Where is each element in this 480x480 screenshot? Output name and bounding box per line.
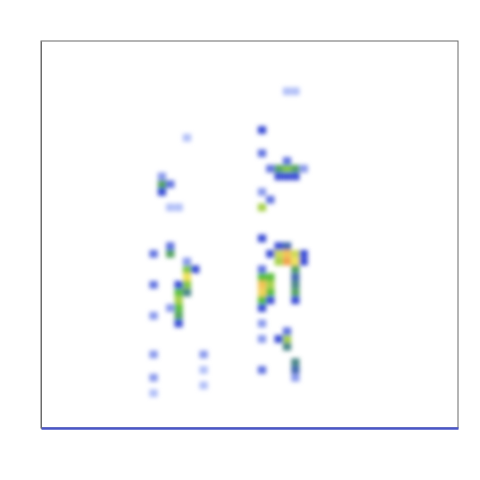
heat-cell — [266, 273, 274, 281]
heat-cell — [258, 281, 266, 289]
heat-cell — [275, 173, 283, 181]
y-axis-line — [41, 42, 42, 429]
heat-cell — [166, 180, 174, 188]
heat-cell — [174, 296, 182, 304]
heat-cell — [183, 289, 191, 297]
heat-cell — [199, 351, 207, 359]
heat-cell — [283, 165, 291, 173]
heat-cell — [283, 343, 291, 351]
heat-cell — [199, 382, 207, 390]
heat-cell — [283, 157, 291, 165]
heat-cell — [283, 242, 291, 250]
heat-cell — [275, 258, 283, 266]
heat-cell — [275, 250, 283, 258]
heat-cell — [275, 165, 283, 173]
heat-cell — [149, 312, 157, 320]
heat-cell — [300, 165, 308, 173]
heat-cell — [149, 374, 157, 382]
y-axis — [41, 42, 42, 429]
heat-cell — [291, 258, 299, 266]
heat-cell — [258, 366, 266, 374]
heat-cell — [183, 281, 191, 289]
heat-cell — [199, 366, 207, 374]
heat-cell — [183, 273, 191, 281]
heat-cell — [300, 258, 308, 266]
heat-cell — [174, 304, 182, 312]
heat-cell — [291, 87, 299, 95]
cells — [149, 87, 307, 397]
heat-cell — [283, 258, 291, 266]
heat-cell — [149, 351, 157, 359]
heat-cell — [283, 87, 291, 95]
heat-cell — [183, 258, 191, 266]
heat-cell — [149, 250, 157, 258]
heat-cell — [191, 265, 199, 273]
heat-cell — [258, 265, 266, 273]
heat-cell — [258, 289, 266, 297]
heat-cell — [283, 335, 291, 343]
heat-cell — [266, 289, 274, 297]
heat-cell — [291, 250, 299, 258]
heat-cell — [166, 242, 174, 250]
x-axis-line — [42, 427, 459, 430]
heat-cell — [258, 235, 266, 243]
chart-svg — [0, 0, 480, 480]
chart-container — [0, 0, 480, 480]
heat-cell — [283, 173, 291, 181]
heat-cell — [291, 165, 299, 173]
heat-cell — [258, 296, 266, 304]
plot-background — [41, 41, 458, 428]
heat-cell — [166, 204, 174, 212]
heat-cell — [266, 165, 274, 173]
heat-cell — [291, 281, 299, 289]
heat-cell — [174, 320, 182, 328]
heat-cell — [158, 173, 166, 181]
heat-cell — [174, 312, 182, 320]
heat-cell — [174, 204, 182, 212]
heat-cell — [258, 149, 266, 157]
heat-cell — [183, 265, 191, 273]
heat-cell — [291, 296, 299, 304]
heat-cell — [158, 180, 166, 188]
heat-cell — [174, 281, 182, 289]
heat-cell — [174, 289, 182, 297]
heat-cell — [283, 250, 291, 258]
heat-cell — [258, 204, 266, 212]
heat-cell — [149, 389, 157, 397]
heat-cell — [300, 250, 308, 258]
plot-area — [41, 41, 459, 429]
x-axis — [42, 428, 459, 429]
heat-cell — [166, 250, 174, 258]
heat-cell — [149, 281, 157, 289]
heat-cell — [283, 327, 291, 335]
heat-cell — [258, 188, 266, 196]
heat-cell — [258, 273, 266, 281]
heat-cell — [258, 126, 266, 134]
heat-cell — [266, 281, 274, 289]
plot-frame — [41, 41, 458, 428]
heat-cell — [291, 173, 299, 181]
heat-cell — [291, 358, 299, 366]
heat-cell — [266, 250, 274, 258]
cells-clip — [149, 87, 307, 397]
heat-cell — [258, 304, 266, 312]
heat-cell — [183, 134, 191, 142]
heat-cell — [275, 242, 283, 250]
heat-cell — [258, 320, 266, 328]
heat-cell — [266, 196, 274, 204]
heat-cell — [291, 289, 299, 297]
heat-cell — [166, 304, 174, 312]
heat-cell — [291, 273, 299, 281]
heat-cell — [158, 188, 166, 196]
heat-cell — [291, 366, 299, 374]
heat-cell — [275, 335, 283, 343]
heat-cell — [258, 335, 266, 343]
heat-cell — [266, 296, 274, 304]
heat-cell — [291, 265, 299, 273]
heat-cell — [291, 374, 299, 382]
